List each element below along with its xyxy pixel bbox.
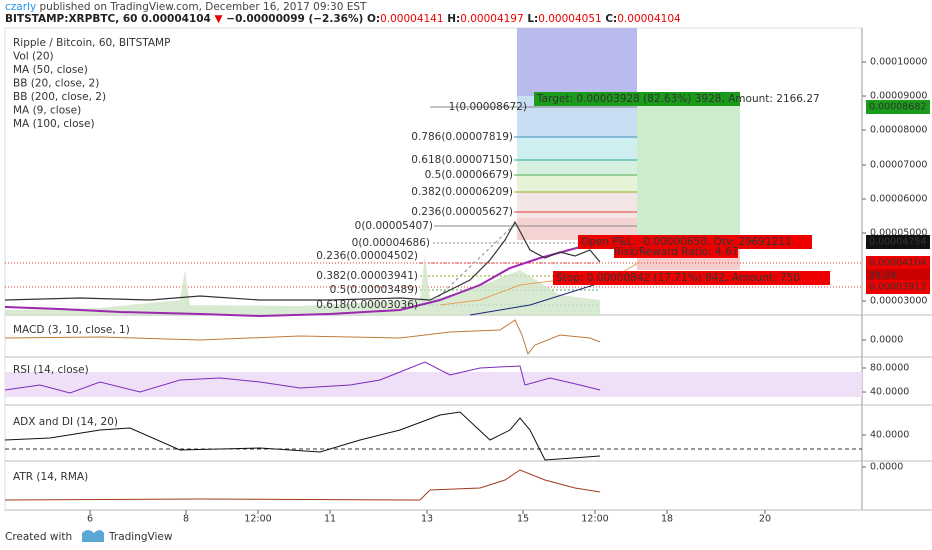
- last-price: 0.00004104: [141, 13, 211, 25]
- trend-line: [429, 221, 518, 306]
- indicator-label: MA (100, close): [13, 118, 95, 130]
- macd-line: [4, 319, 601, 356]
- fib-label: 0(0.00004686): [352, 237, 430, 249]
- symbol-bar: BITSTAMP:XRPBTC, 60 0.00004104 ▼ −0.0000…: [5, 13, 681, 25]
- time-tick-label: 12:00: [581, 514, 608, 525]
- indicator-label: MA (50, close): [13, 64, 88, 76]
- stop-label-bg: [553, 271, 830, 285]
- fib-label: 0.618(0.00007150): [411, 154, 513, 166]
- pane-tick-label: 80.0000: [870, 363, 909, 374]
- price-tick-label: 0.00006000: [870, 194, 927, 205]
- pane-title: MACD (3, 10, close, 1): [13, 324, 130, 336]
- ohlc-value: 0.00004141: [380, 13, 443, 25]
- target-label-bg: [534, 92, 740, 106]
- ohlc-label: H:: [447, 13, 460, 25]
- time-tick-label: 11: [324, 514, 336, 525]
- price-badge: 29:24: [869, 271, 896, 282]
- price-line: [4, 220, 601, 301]
- price-badge: 0.00008682: [869, 102, 926, 113]
- fib-label: 0.236(0.00005627): [411, 206, 513, 218]
- adx-line: [4, 411, 601, 461]
- ohlc-label: C:: [605, 13, 617, 25]
- ohlc-label: L:: [527, 13, 538, 25]
- fib-zone: [517, 160, 637, 175]
- time-tick-label: 15: [517, 514, 529, 525]
- time-tick-label: 13: [421, 514, 433, 525]
- indicator-label: BB (200, close, 2): [13, 91, 106, 103]
- fib-zone: [517, 137, 637, 160]
- footer-brand: TradingView: [108, 531, 173, 543]
- header-line: czarly published on TradingView.com, Dec…: [5, 1, 367, 13]
- pane-tick-label: 0.0000: [870, 335, 903, 346]
- price-tick-label: 0.00005000: [870, 228, 927, 239]
- time-tick-label: 8: [183, 514, 189, 525]
- price-tick-label: 0.00009000: [870, 91, 927, 102]
- indicator-label: BB (20, close, 2): [13, 78, 99, 90]
- change-arrow: ▼: [215, 13, 224, 25]
- fib-zone: [517, 28, 637, 96]
- target-zone: [637, 99, 740, 237]
- indicator-label: MA (9, close): [13, 105, 81, 117]
- time-tick-label: 18: [661, 514, 673, 525]
- fib-zone: [517, 175, 637, 192]
- footer-text: Created with: [5, 531, 72, 543]
- series-title: Ripple / Bitcoin, 60, BITSTAMP: [13, 37, 170, 49]
- ma-line: [469, 282, 601, 316]
- risk-reward-label: Risk/Reward Ratio: 4.67: [614, 246, 739, 258]
- pane-title: ATR (14, RMA): [13, 471, 88, 483]
- pane-title: ADX and DI (14, 20): [13, 416, 118, 428]
- ohlc-label: O:: [367, 13, 380, 25]
- author: czarly: [5, 1, 36, 13]
- ohlc-value: 0.00004051: [538, 13, 601, 25]
- published: published on TradingView.com, December 1…: [40, 1, 368, 13]
- price-badge: 0.00004754: [869, 237, 926, 248]
- price-badge: 0.00004104: [869, 258, 926, 269]
- price-badge: 0.00003912: [869, 282, 926, 293]
- tradingview-logo: [82, 530, 104, 542]
- fib-label: 1(0.00008672): [449, 101, 527, 113]
- ohlc-value: 0.00004104: [617, 13, 681, 25]
- price-tick-label: 0.00003000: [870, 296, 927, 307]
- price-badge-bg: [866, 100, 930, 114]
- rsi-band: [5, 372, 862, 397]
- ohlc-value: 0.00004197: [460, 13, 523, 25]
- pane-title: RSI (14, close): [13, 364, 89, 376]
- atr-line: [4, 469, 601, 501]
- price-tick-label: 0.00008000: [870, 125, 927, 136]
- stop-label: Stop: 0.00000842 (17.71%) 842, Amount: 7…: [556, 272, 800, 284]
- target-label: Target: 0.00003928 (82.63%) 3928, Amount…: [536, 93, 820, 105]
- fib-label: 0.382(0.00003941): [316, 270, 418, 282]
- pane-tick-label: 40.0000: [870, 387, 909, 398]
- fib-zone: [517, 218, 637, 240]
- pane-tick-label: 0.0000: [870, 462, 903, 473]
- indicator-label: Vol (20): [13, 51, 54, 63]
- pane-tick-label: 40.0000: [870, 430, 909, 441]
- rsi-line: [4, 361, 601, 394]
- price-tick-label: 0.00007000: [870, 160, 927, 171]
- price-badge-bg: [866, 256, 930, 270]
- ma-line: [4, 241, 601, 318]
- risk-reward-bg: [614, 245, 738, 258]
- price-badge-bg: [866, 280, 930, 294]
- fib-label: 0.786(0.00007819): [411, 131, 513, 143]
- price-tick-label: 0.00010000: [870, 57, 927, 68]
- fib-label: 0.236(0.00004502): [316, 250, 418, 262]
- time-tick-label: 6: [87, 514, 93, 525]
- time-tick-label: 20: [759, 514, 771, 525]
- fib-label: 0(0.00005407): [355, 220, 433, 232]
- fib-zone: [517, 192, 637, 218]
- symbol: BITSTAMP:XRPBTC, 60: [5, 13, 137, 25]
- volume-area: [5, 255, 600, 315]
- time-tick-label: 12:00: [244, 514, 271, 525]
- fib-label: 0.5(0.00006679): [425, 169, 513, 181]
- fib-label: 0.618(0.00003036): [316, 299, 418, 311]
- price-badge-bg: [866, 269, 930, 283]
- price-badge-bg: [866, 235, 930, 249]
- fib-label: 0.382(0.00006209): [411, 186, 513, 198]
- fib-label: 0.5(0.00003489): [330, 284, 418, 296]
- change: −0.00000099 (−2.36%): [226, 13, 363, 25]
